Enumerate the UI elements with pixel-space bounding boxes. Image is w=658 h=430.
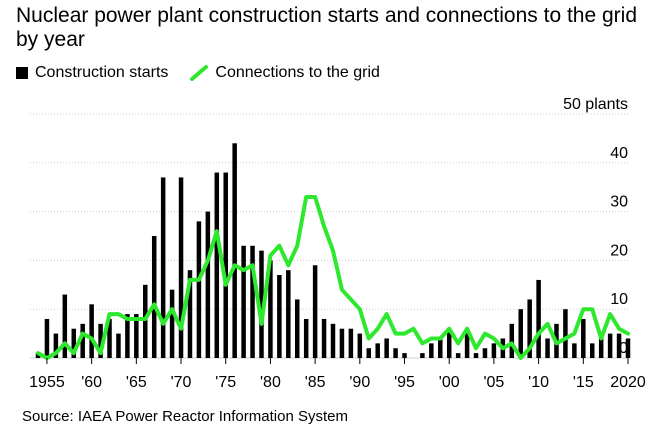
x-tick-label: 1955 — [29, 374, 65, 391]
construction-bar — [625, 338, 631, 358]
y-tick-label: 50 plants — [563, 96, 628, 113]
construction-bar — [509, 323, 515, 358]
legend-line-swatch — [190, 65, 209, 81]
x-tick-label: '10 — [528, 374, 549, 391]
construction-bar — [134, 314, 139, 358]
y-tick-label: 10 — [610, 291, 628, 308]
legend: Construction starts Connections to the g… — [16, 62, 402, 84]
construction-bar — [71, 328, 77, 358]
construction-bar — [607, 333, 613, 358]
x-tick-label: '95 — [394, 374, 415, 391]
construction-bar — [536, 279, 541, 358]
construction-bar — [321, 318, 327, 358]
source-note: Source: IAEA Power Reactor Information S… — [22, 408, 348, 425]
construction-bar — [286, 270, 291, 358]
construction-bar — [455, 353, 461, 358]
y-tick-label: 30 — [610, 194, 628, 211]
x-tick-label: '60 — [81, 374, 102, 391]
construction-bar — [259, 250, 264, 358]
construction-bar — [223, 172, 228, 358]
construction-bar — [366, 348, 372, 358]
construction-bar — [598, 333, 604, 358]
construction-bar — [473, 353, 479, 358]
construction-bar — [464, 328, 470, 358]
x-tick-label: '90 — [349, 374, 370, 391]
connections-line — [36, 194, 630, 360]
construction-bar — [572, 343, 577, 358]
construction-bar — [187, 270, 193, 358]
construction-bar — [402, 353, 407, 358]
construction-bar — [98, 323, 103, 358]
construction-bar — [303, 318, 309, 358]
construction-bar — [196, 221, 202, 358]
construction-bar — [250, 245, 255, 358]
construction-bar — [151, 236, 157, 358]
construction-bar — [589, 343, 595, 358]
construction-bar — [429, 343, 434, 358]
construction-bar — [375, 343, 380, 358]
construction-bar — [241, 245, 246, 358]
construction-bar — [178, 177, 184, 358]
construction-bar — [35, 353, 41, 358]
construction-bar — [160, 177, 166, 358]
chart-title: Nuclear power plant construction starts … — [16, 4, 638, 51]
construction-bar — [438, 338, 443, 358]
x-tick-label: '80 — [260, 374, 281, 391]
construction-bar — [232, 143, 237, 358]
x-tick-label: '00 — [439, 374, 460, 391]
construction-bar — [545, 338, 550, 358]
construction-bar — [44, 318, 50, 358]
x-tick-label: '05 — [483, 374, 504, 391]
x-tick-label: '75 — [215, 374, 236, 391]
construction-bar — [80, 323, 85, 358]
construction-bar — [357, 333, 363, 358]
construction-bar — [277, 275, 282, 358]
construction-bar — [339, 328, 345, 358]
y-tick-label: 0 — [619, 340, 628, 357]
construction-bar — [116, 333, 121, 358]
construction-bar — [214, 172, 220, 358]
construction-bar — [312, 265, 318, 358]
construction-bar — [420, 353, 425, 358]
construction-bar — [482, 348, 488, 358]
construction-bar — [330, 323, 336, 358]
construction-bar — [143, 284, 148, 358]
construction-bar — [268, 260, 273, 358]
construction-bar — [527, 299, 532, 358]
x-tick-label: '15 — [573, 374, 594, 391]
construction-bar — [169, 289, 175, 358]
construction-bar — [348, 328, 354, 358]
construction-bar — [384, 338, 389, 358]
y-tick-label: 40 — [610, 145, 628, 162]
construction-bar — [205, 211, 211, 358]
construction-bar — [89, 304, 94, 358]
construction-bar — [518, 309, 523, 358]
y-tick-label: 20 — [610, 242, 628, 259]
legend-label-connections: Connections to the grid — [215, 64, 380, 81]
construction-bar — [393, 348, 398, 358]
legend-label-construction: Construction starts — [35, 64, 169, 81]
construction-bar — [446, 328, 452, 358]
construction-bar — [125, 314, 130, 358]
construction-bar — [53, 333, 59, 358]
construction-bar — [107, 318, 112, 358]
x-tick-label: '85 — [305, 374, 326, 391]
construction-bar — [294, 299, 300, 358]
x-tick-label: '65 — [126, 374, 147, 391]
x-tick-label: '70 — [171, 374, 192, 391]
construction-bar — [491, 343, 497, 358]
legend-bar-swatch — [16, 67, 28, 79]
construction-bar — [563, 309, 568, 358]
construction-bar — [616, 333, 622, 358]
construction-bar — [62, 294, 68, 358]
chart-plot: 0 10 20 30 40 50 plants 1955 '60 '65 '70 '75 '80 '85… — [29, 96, 646, 391]
construction-bar — [581, 318, 586, 358]
x-tick-label: 2020 — [610, 374, 646, 391]
